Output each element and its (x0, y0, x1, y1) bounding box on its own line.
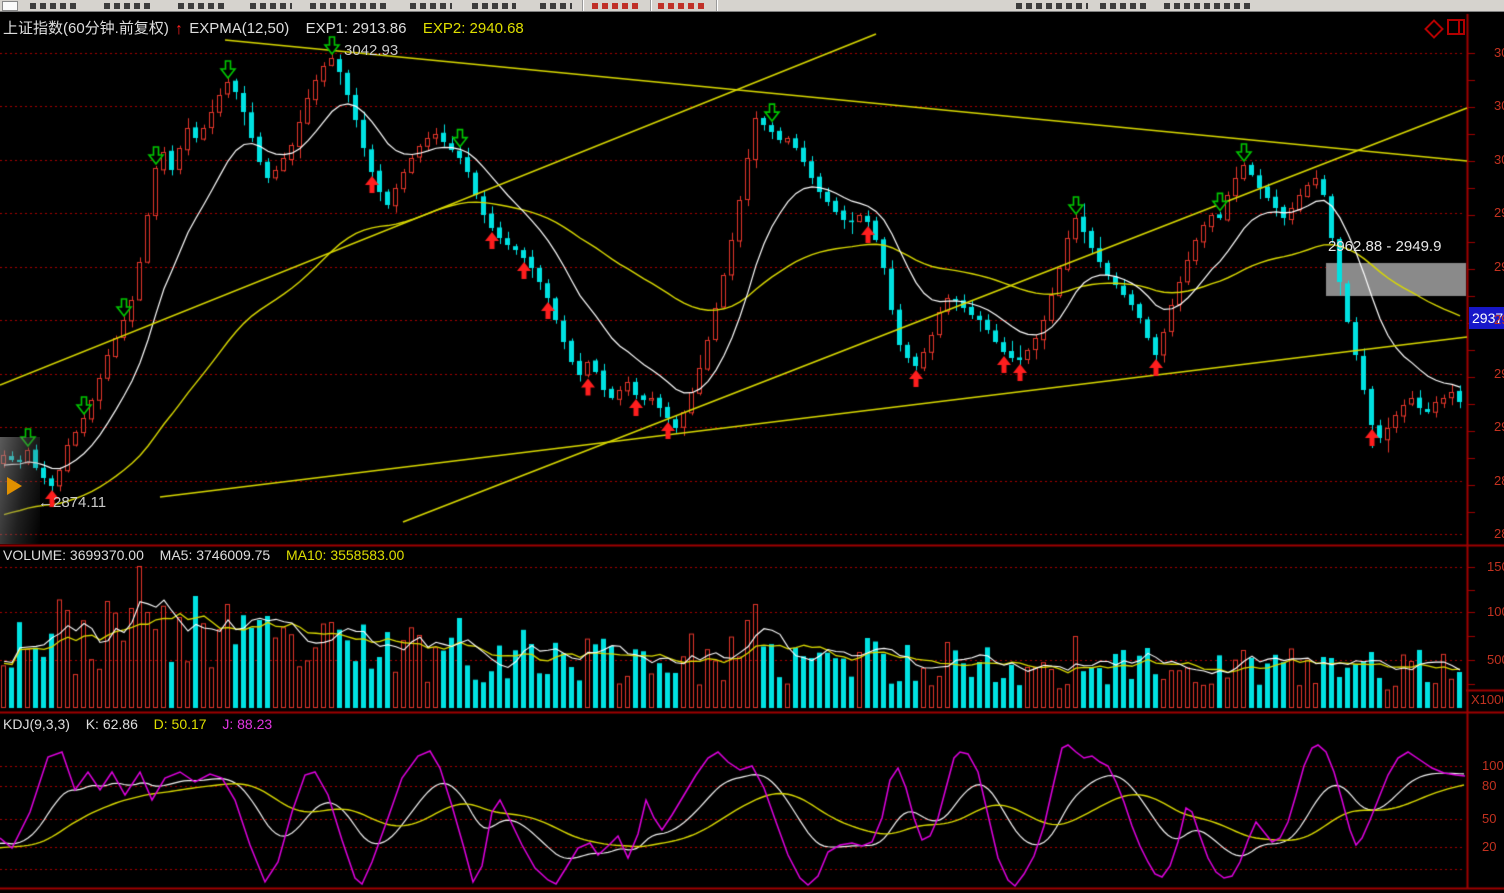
up-arrow-icon: ↑ (175, 21, 184, 38)
price-axis-label: 2860 (1494, 526, 1504, 541)
volume-unit-label: X10000 (1471, 692, 1503, 707)
window-icon (2, 1, 18, 11)
kdj-axis-label: 20 (1482, 839, 1497, 854)
symbol-title: 上证指数(60分钟.前复权) (3, 20, 169, 37)
menu-item-fragment[interactable] (250, 3, 292, 9)
price-axis-label: 2920 (1494, 366, 1504, 381)
price-axis-label: 3020 (1494, 98, 1504, 113)
trough-price-label: ←2874.11 (38, 494, 107, 511)
menu-item-fragment[interactable] (30, 3, 80, 9)
window-split-icon[interactable] (1447, 19, 1465, 35)
kdj-title-row: KDJ(9,3,3) K: 62.86 D: 50.17 J: 88.23 (3, 716, 272, 732)
kdj-axis-label: 100 (1482, 758, 1504, 773)
volume-ma10-value: MA10: 3558583.00 (285, 547, 405, 563)
exp1-value: EXP1: 2913.86 (305, 20, 407, 37)
price-axis-label: 2960 (1494, 259, 1504, 274)
price-axis-label: 2980 (1494, 205, 1504, 220)
price-axis-label: 2940 (1494, 312, 1504, 327)
peak-price-label: 3042.93 (344, 42, 399, 59)
volume-axis-label: 1000 (1487, 604, 1504, 619)
price-axis-label: 3040 (1494, 45, 1504, 60)
menu-divider (650, 0, 651, 11)
volume-value: VOLUME: 3699370.00 (3, 547, 144, 563)
exp2-value: EXP2: 2940.68 (422, 20, 524, 37)
scroll-left-indicator[interactable] (7, 477, 22, 495)
measure-range-label[interactable]: 2962.88 - 2949.9 (1328, 238, 1442, 255)
kdj-axis-label: 50 (1482, 811, 1497, 826)
kdj-name-label: KDJ(9,3,3) (3, 716, 70, 732)
kdj-j-value: J: 88.23 (222, 716, 273, 732)
expma-indicator-label: EXPMA(12,50) (189, 20, 290, 37)
menu-item-fragment[interactable] (540, 3, 572, 9)
menu-item-fragment[interactable] (410, 3, 452, 9)
menu-bar[interactable] (0, 0, 1504, 12)
menu-divider (582, 0, 583, 11)
kdj-d-value: D: 50.17 (153, 716, 207, 732)
menu-item-fragment[interactable] (472, 3, 516, 9)
current-price-tag: 2937 (1469, 307, 1504, 329)
chart-title-row: 上证指数(60分钟.前复权) ↑ EXPMA(12,50) EXP1: 2913… (3, 17, 524, 38)
kdj-axis-label: 80 (1482, 778, 1497, 793)
menu-item-fragment[interactable] (178, 3, 226, 9)
kdj-k-value: K: 62.86 (85, 716, 138, 732)
menu-divider (716, 0, 717, 11)
menu-item-fragment[interactable] (1100, 3, 1146, 9)
menu-item-fragment[interactable] (104, 3, 150, 9)
volume-axis-label: 1500 (1487, 559, 1504, 574)
price-axis-label: 2880 (1494, 473, 1504, 488)
menu-item-red-fragment[interactable] (592, 3, 638, 9)
volume-ma5-value: MA5: 3746009.75 (159, 547, 271, 563)
price-axis-label: 2900 (1494, 419, 1504, 434)
menu-item-red-fragment[interactable] (658, 3, 704, 9)
menu-item-fragment[interactable] (1016, 3, 1088, 9)
menu-item-fragment[interactable] (310, 3, 386, 9)
price-axis-label: 3000 (1494, 152, 1504, 167)
volume-title-row: VOLUME: 3699370.00 MA5: 3746009.75 MA10:… (3, 547, 404, 563)
menu-item-fragment[interactable] (1164, 3, 1250, 9)
volume-axis-label: 500 (1487, 652, 1504, 667)
window-split-icon-divider (1458, 21, 1460, 33)
